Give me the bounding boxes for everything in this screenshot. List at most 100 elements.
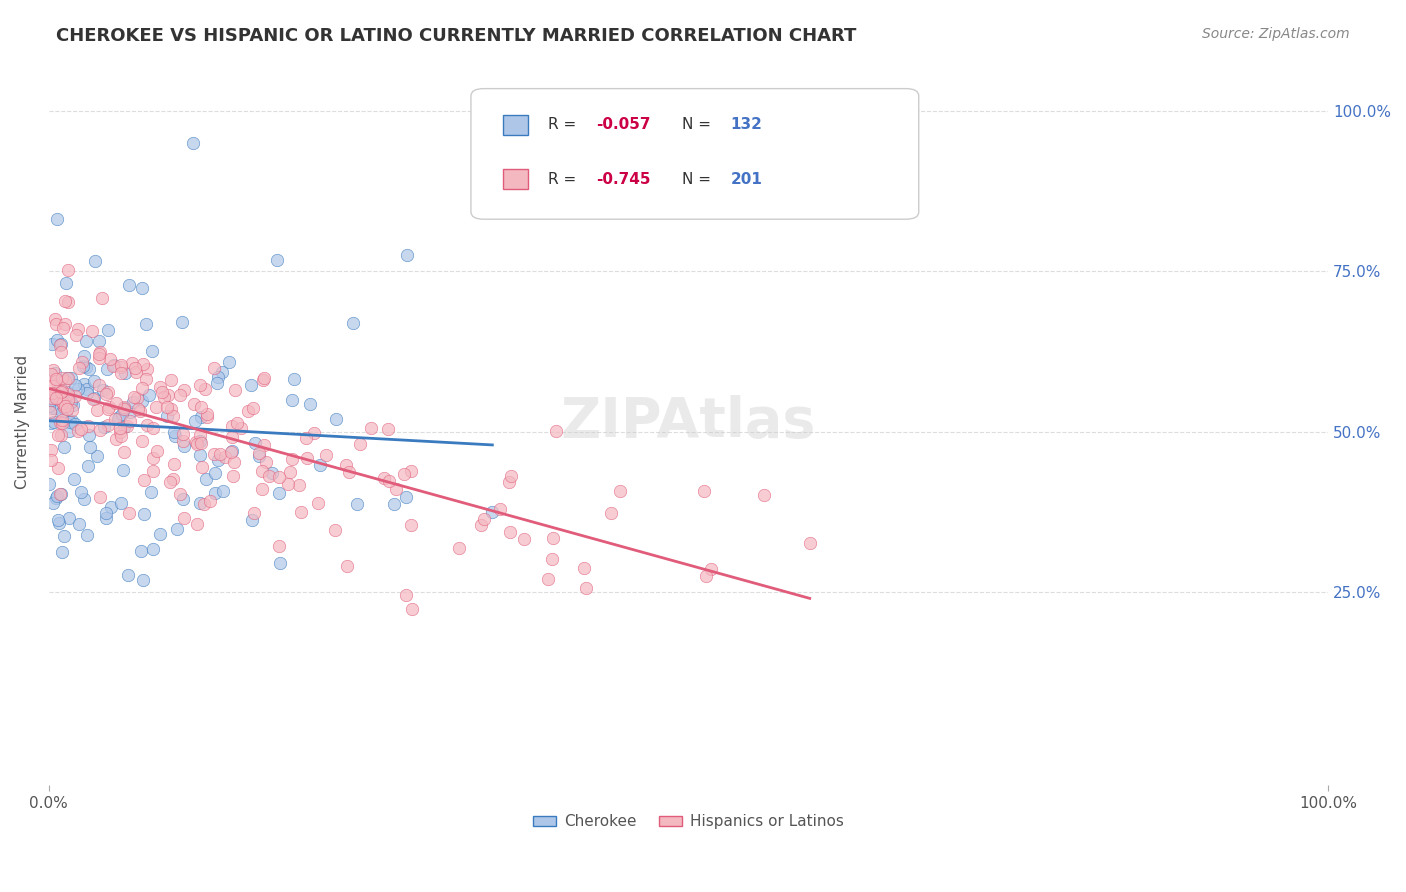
Point bbox=[131, 381, 153, 395]
Point bbox=[114, 419, 136, 434]
Point bbox=[51, 427, 73, 442]
Point bbox=[396, 248, 419, 262]
Point bbox=[49, 415, 72, 429]
Point bbox=[195, 472, 218, 486]
Point bbox=[172, 315, 194, 329]
Point bbox=[799, 535, 821, 549]
Point bbox=[236, 404, 259, 418]
Point bbox=[202, 447, 225, 461]
Point bbox=[67, 360, 90, 375]
Point bbox=[392, 467, 415, 482]
Point bbox=[335, 458, 357, 472]
Point bbox=[110, 359, 132, 373]
Point bbox=[162, 472, 184, 486]
Point bbox=[97, 401, 120, 415]
Point bbox=[51, 417, 73, 431]
Point bbox=[76, 419, 98, 434]
Point bbox=[79, 440, 101, 454]
Point bbox=[56, 384, 79, 399]
Point bbox=[307, 495, 329, 509]
Point bbox=[96, 362, 118, 376]
Text: R =: R = bbox=[548, 172, 581, 186]
Point bbox=[91, 384, 114, 398]
Point bbox=[544, 424, 567, 438]
Point bbox=[44, 366, 66, 380]
Point bbox=[204, 466, 226, 480]
Point bbox=[540, 552, 562, 566]
Point bbox=[44, 371, 66, 385]
Point bbox=[110, 429, 132, 443]
Point bbox=[41, 337, 63, 351]
Point bbox=[111, 463, 134, 477]
Point bbox=[39, 442, 62, 457]
Point bbox=[55, 408, 77, 422]
Point bbox=[83, 375, 105, 389]
Point bbox=[195, 409, 218, 424]
Point bbox=[132, 357, 155, 371]
Point bbox=[114, 366, 136, 380]
Point bbox=[173, 511, 195, 525]
Point bbox=[83, 391, 105, 405]
Point bbox=[136, 417, 159, 432]
Point bbox=[253, 437, 276, 451]
Point bbox=[149, 380, 172, 394]
Point bbox=[325, 411, 347, 425]
Point bbox=[58, 424, 80, 438]
Point bbox=[190, 377, 212, 392]
Point bbox=[195, 407, 218, 421]
Point bbox=[89, 344, 111, 359]
Y-axis label: Currently Married: Currently Married bbox=[15, 355, 30, 490]
Point bbox=[166, 523, 188, 537]
Point bbox=[104, 412, 127, 426]
Point bbox=[86, 449, 108, 463]
Point bbox=[63, 472, 86, 486]
Point bbox=[211, 365, 233, 379]
Point bbox=[138, 388, 160, 402]
Point bbox=[51, 345, 73, 359]
Point bbox=[256, 455, 278, 469]
Point bbox=[157, 388, 180, 402]
Point bbox=[70, 355, 93, 369]
Point bbox=[135, 317, 157, 331]
Point bbox=[222, 455, 245, 469]
Point bbox=[399, 464, 422, 478]
Point bbox=[188, 448, 211, 462]
Point bbox=[117, 567, 139, 582]
Point bbox=[153, 390, 176, 404]
Point bbox=[129, 404, 152, 418]
Point bbox=[122, 390, 145, 404]
Point bbox=[82, 392, 104, 407]
Point bbox=[75, 334, 97, 349]
Point bbox=[65, 377, 87, 392]
Point bbox=[243, 507, 266, 521]
Point bbox=[287, 477, 309, 491]
Point bbox=[191, 459, 214, 474]
Point bbox=[270, 556, 292, 570]
Point bbox=[53, 529, 76, 543]
Point bbox=[118, 506, 141, 520]
Point bbox=[97, 385, 120, 400]
Point bbox=[56, 371, 79, 385]
Point bbox=[111, 407, 134, 421]
Point bbox=[281, 452, 304, 467]
Point bbox=[49, 487, 72, 501]
Text: 201: 201 bbox=[731, 172, 762, 186]
Point bbox=[108, 425, 131, 439]
Point bbox=[67, 516, 90, 531]
FancyBboxPatch shape bbox=[471, 88, 918, 219]
Point bbox=[186, 516, 208, 531]
Point bbox=[695, 568, 717, 582]
Point bbox=[169, 388, 191, 402]
Point bbox=[107, 412, 129, 426]
Point bbox=[162, 409, 184, 423]
Point bbox=[105, 433, 128, 447]
Point bbox=[207, 453, 229, 467]
Text: Source: ZipAtlas.com: Source: ZipAtlas.com bbox=[1202, 27, 1350, 41]
Point bbox=[156, 400, 179, 414]
Point bbox=[77, 428, 100, 442]
Point bbox=[46, 461, 69, 475]
Point bbox=[384, 482, 406, 496]
Point bbox=[136, 362, 159, 376]
Point bbox=[42, 378, 65, 392]
Point bbox=[267, 539, 290, 553]
